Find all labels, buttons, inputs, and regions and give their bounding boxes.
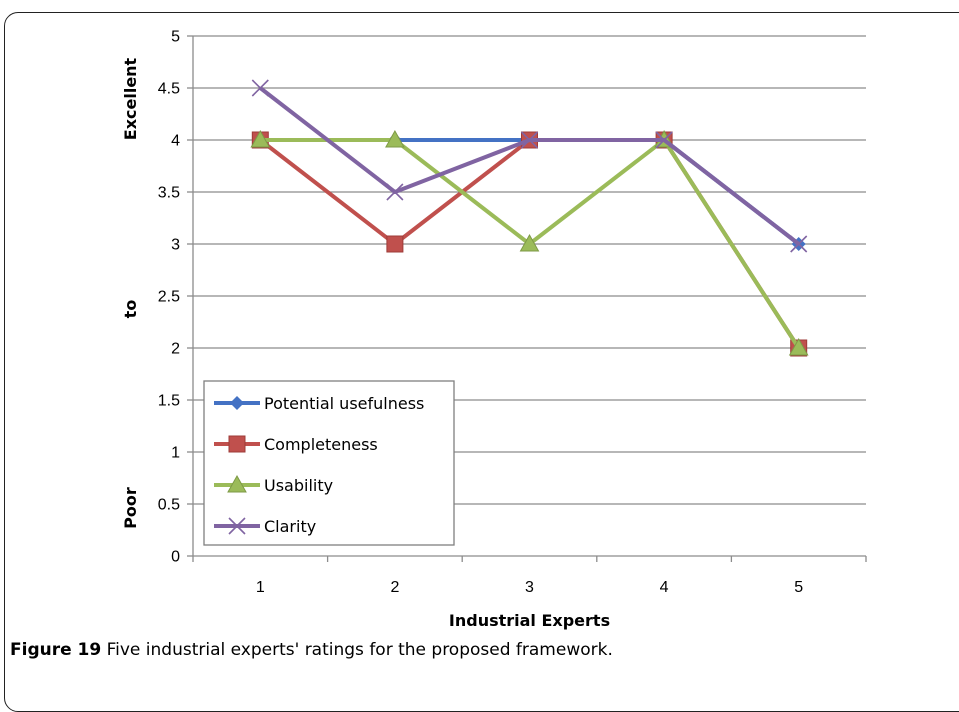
y-tick-label: 0.5 <box>158 497 180 514</box>
y-tick-label: 4.5 <box>158 81 180 98</box>
data-point-clarity <box>655 131 673 149</box>
x-tick-label: 5 <box>794 579 803 596</box>
y-tick-label: 1 <box>171 445 180 462</box>
data-point-usability <box>250 129 271 148</box>
series-clarity <box>251 79 808 253</box>
y-tick-label: 3 <box>171 237 180 254</box>
legend-entry-potential-usefulness: Potential usefulness <box>214 394 424 413</box>
y-tick-label: 0 <box>171 549 180 566</box>
x-tick-label: 4 <box>660 579 669 596</box>
legend-marker <box>228 517 246 535</box>
legend: Potential usefulness Completeness Usabilit… <box>203 380 455 546</box>
series-layer <box>250 79 809 357</box>
legend-marker <box>227 474 247 493</box>
figure-caption-text: Five industrial experts' ratings for the… <box>101 640 613 660</box>
legend-entry-completeness: Completeness <box>214 435 378 454</box>
y-tick-label: 3.5 <box>158 185 180 202</box>
x-tick-label: 3 <box>525 579 534 596</box>
legend-entry-clarity: Clarity <box>214 517 316 536</box>
legend-entry-usability: Usability <box>214 474 333 495</box>
y-axis-title: Excellent to Poor <box>121 57 140 528</box>
legend-marker <box>230 396 244 410</box>
data-point-usability <box>385 129 405 148</box>
y-tick-label: 2.5 <box>158 289 180 306</box>
data-point-clarity <box>520 131 539 149</box>
y-tick-label: 2 <box>171 341 180 358</box>
y-tick-label: 4 <box>171 133 180 150</box>
y-tick-label: 5 <box>171 29 180 46</box>
legend-label: Potential usefulness <box>264 394 424 413</box>
data-point-clarity <box>790 235 808 253</box>
legend-label: Usability <box>264 476 333 495</box>
figure-caption-label: Figure 19 <box>10 640 102 660</box>
data-point-usability <box>519 233 540 252</box>
data-point-usability <box>788 337 809 356</box>
legend-box <box>203 380 455 546</box>
figure-caption: Figure 19 Five industrial experts' ratin… <box>10 640 613 660</box>
y-axis-title-middle: to <box>121 300 140 319</box>
y-tick-labels: 0 0.5 1 1.5 2 2.5 3 3.5 4 4.5 5 <box>158 29 180 566</box>
legend-label: Completeness <box>264 435 378 454</box>
legend-label: Clarity <box>264 517 316 536</box>
line-chart: 0 0.5 1 1.5 2 2.5 3 3.5 4 4.5 5 1 2 3 4 5 Excellent to… <box>121 29 867 630</box>
data-point-clarity <box>386 183 404 201</box>
y-tick-label: 1.5 <box>158 393 180 410</box>
data-point-completeness <box>386 235 404 253</box>
x-axis-title: Industrial Experts <box>449 611 610 630</box>
x-tick-labels: 1 2 3 4 5 <box>256 579 803 596</box>
series-usability <box>250 129 809 356</box>
y-axis-title-top: Excellent <box>121 57 140 140</box>
y-axis-title-bottom: Poor <box>121 487 140 529</box>
legend-marker <box>228 435 246 453</box>
x-tick-label: 2 <box>390 579 399 596</box>
x-tick-label: 1 <box>256 579 265 596</box>
axes <box>187 35 867 562</box>
data-point-clarity <box>251 79 269 97</box>
